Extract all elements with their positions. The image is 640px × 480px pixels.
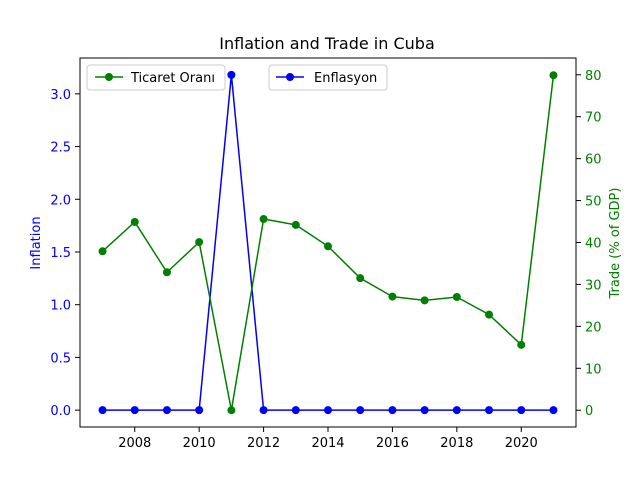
x-tick-label: 2018 (440, 436, 473, 451)
x-tick-label: 2010 (183, 436, 216, 451)
x-tick-label: 2014 (311, 436, 344, 451)
legend-inflation-label: Enflasyon (314, 71, 377, 86)
data-point-enflasyon (388, 406, 397, 415)
data-point-ticaret-oran (517, 340, 526, 349)
data-point-ticaret-oran (291, 220, 300, 229)
left-tick-label: 2.0 (50, 193, 71, 208)
right-tick-label: 70 (585, 111, 602, 126)
data-point-enflasyon (356, 406, 365, 415)
data-point-enflasyon (452, 406, 461, 415)
left-tick-label: 1.0 (50, 299, 71, 314)
right-tick-label: 80 (585, 69, 602, 84)
data-point-enflasyon (130, 406, 139, 415)
data-point-enflasyon (162, 406, 171, 415)
data-point-ticaret-oran (259, 215, 268, 224)
data-point-enflasyon (324, 406, 332, 415)
data-point-ticaret-oran (195, 238, 204, 247)
data-point-ticaret-oran (549, 71, 558, 80)
data-point-enflasyon (549, 406, 558, 415)
right-tick-label: 40 (585, 237, 602, 252)
data-point-enflasyon (420, 406, 429, 415)
data-point-enflasyon (227, 70, 236, 79)
left-tick-label: 0.5 (50, 351, 71, 366)
x-axis: 2008 2010 2012 2014 2016 2018 2020 (118, 427, 538, 451)
left-tick-label: 0.0 (50, 404, 71, 419)
x-tick-label: 2012 (247, 436, 280, 451)
legend-inflation: Enflasyon (268, 64, 388, 91)
data-point-ticaret-oran (98, 247, 107, 256)
data-point-ticaret-oran (130, 217, 139, 226)
right-tick-label: 60 (585, 153, 602, 168)
data-point-ticaret-oran (420, 296, 429, 305)
right-tick-label: 50 (585, 195, 602, 210)
right-axis-label: Trade (% of GDP) (608, 188, 623, 300)
right-tick-label: 10 (585, 362, 602, 377)
x-tick-label: 2016 (376, 436, 409, 451)
left-tick-label: 1.5 (50, 246, 71, 261)
data-point-ticaret-oran (356, 274, 365, 283)
right-tick-label: 20 (585, 320, 602, 335)
data-point-ticaret-oran (388, 292, 397, 301)
data-point-ticaret-oran (485, 310, 494, 319)
right-tick-label: 0 (585, 404, 593, 419)
series-layer (98, 70, 558, 415)
data-point-enflasyon (98, 406, 107, 415)
chart-title: Inflation and Trade in Cuba (219, 34, 435, 53)
left-axis-label: Inflation (29, 216, 44, 269)
data-point-ticaret-oran (452, 293, 461, 302)
right-tick-label: 30 (585, 278, 602, 293)
x-tick-label: 2020 (505, 436, 538, 451)
data-point-ticaret-oran (227, 406, 236, 415)
data-point-ticaret-oran (162, 268, 171, 277)
data-point-enflasyon (259, 406, 268, 415)
left-y-axis: 0.0 0.5 1.0 1.5 2.0 2.5 3.0 (50, 88, 80, 419)
x-tick-label: 2008 (118, 436, 151, 451)
data-point-enflasyon (195, 406, 204, 415)
left-tick-label: 2.5 (50, 141, 71, 156)
data-point-enflasyon (485, 406, 494, 415)
left-tick-label: 3.0 (50, 88, 71, 103)
data-point-enflasyon (517, 406, 526, 415)
right-y-axis: 0 10 20 30 40 50 60 70 80 (576, 69, 602, 419)
legend-trade-label: Ticaret Oranı (130, 71, 215, 86)
data-point-enflasyon (291, 406, 300, 415)
data-point-ticaret-oran (324, 242, 332, 251)
legend-trade: Ticaret Oranı (86, 64, 226, 91)
